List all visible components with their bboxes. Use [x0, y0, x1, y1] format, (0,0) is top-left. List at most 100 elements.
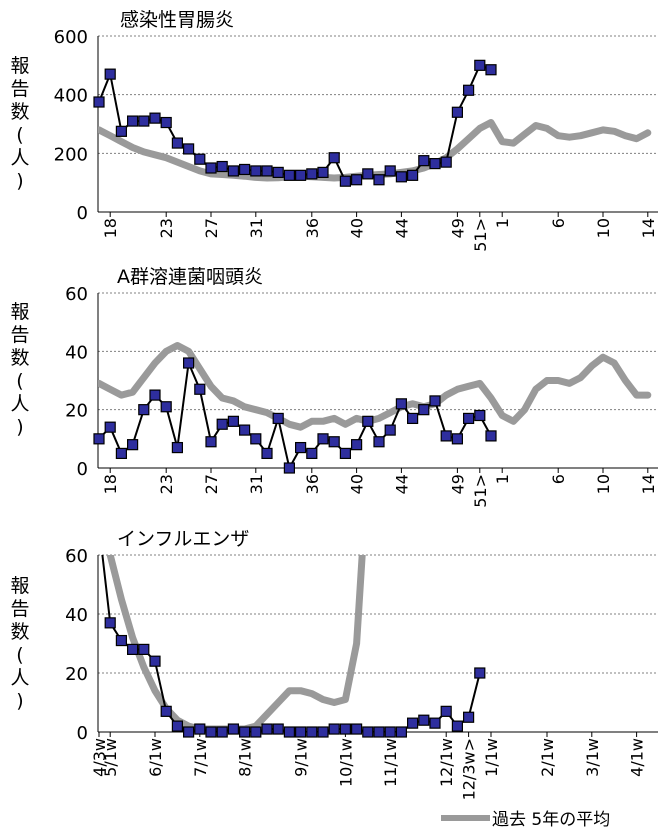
data-point: [115, 447, 128, 460]
y-tick-label: 0: [77, 459, 88, 480]
data-point: [407, 717, 419, 729]
data-point: [418, 155, 430, 167]
y-tick-label: 200: [54, 144, 88, 165]
x-tick-label: 27: [202, 218, 221, 238]
y-tick-label: 600: [54, 27, 88, 48]
data-point: [485, 64, 497, 76]
x-tick-label: 44: [392, 474, 411, 494]
x-tick-label: 31: [247, 474, 266, 494]
x-tick-label: 10: [594, 218, 613, 238]
data-point: [463, 412, 475, 425]
x-tick-label: 23: [157, 218, 176, 238]
data-point: [93, 433, 105, 445]
data-point: [227, 723, 239, 735]
x-tick-label: 14: [639, 474, 658, 494]
data-point: [115, 634, 128, 647]
data-point: [126, 115, 139, 127]
data-point: [373, 174, 385, 186]
data-point: [115, 125, 128, 137]
data-point: [328, 152, 340, 164]
data-point: [384, 165, 396, 177]
x-tick-label: 1: [493, 474, 512, 484]
x-tick-label: 27: [202, 474, 221, 494]
legend-avg-label: 過去 5年の平均: [492, 810, 610, 830]
x-tick-label: 40: [348, 474, 367, 494]
data-point: [160, 401, 172, 413]
data-point: [183, 726, 195, 738]
x-tick-label: 51>: [471, 474, 490, 508]
x-tick-label: 6: [549, 218, 568, 228]
data-point: [149, 389, 161, 401]
data-point: [149, 655, 161, 667]
data-point: [362, 726, 374, 738]
legend: 過去 5年の平均: [441, 810, 610, 830]
data-point: [171, 441, 183, 454]
data-point: [440, 430, 452, 442]
x-tick-label: 7/1w: [191, 738, 210, 777]
data-point: [463, 711, 475, 723]
y-axis-label: 報告数(人): [10, 575, 29, 712]
data-point: [104, 617, 116, 629]
x-tick-label: 9/1w: [292, 738, 311, 777]
y-tick-label: 20: [65, 401, 88, 422]
data-point: [407, 412, 419, 425]
chart-title: インフルエンザ: [117, 528, 249, 550]
y-tick-label: 0: [77, 203, 88, 224]
x-tick-label: 36: [303, 474, 322, 494]
data-point: [160, 116, 172, 129]
data-point: [451, 106, 463, 118]
data-point: [418, 714, 430, 726]
data-point: [373, 436, 385, 448]
series-observed-line: [98, 359, 492, 468]
x-tick-label: 1: [493, 218, 512, 228]
data-point: [384, 424, 396, 436]
data-point: [138, 643, 150, 656]
data-point: [194, 153, 206, 165]
data-point: [317, 726, 329, 738]
x-tick-label: 51>: [471, 218, 490, 252]
x-tick-label: 8/1w: [236, 738, 255, 777]
data-point: [485, 430, 497, 442]
series-average-line: [98, 119, 652, 182]
x-tick-label: 6/1w: [146, 738, 165, 777]
data-point: [395, 726, 407, 738]
x-tick-label: 18: [101, 474, 120, 494]
x-tick-label: 10/1w: [336, 738, 355, 787]
data-point: [171, 137, 183, 149]
chart-title: A群溶連菌咽頭炎: [117, 266, 263, 288]
x-tick-label: 11/1w: [381, 738, 400, 787]
data-point: [295, 441, 307, 454]
data-point: [306, 726, 318, 738]
x-tick-label: 1/1w: [482, 738, 501, 777]
x-tick-label: 36: [303, 218, 322, 238]
x-tick-label: 14: [639, 218, 658, 238]
data-point: [104, 421, 116, 433]
x-tick-label: 4/3w: [90, 738, 109, 777]
data-point: [126, 439, 139, 451]
data-point: [205, 726, 217, 738]
data-point: [339, 175, 351, 187]
data-point: [328, 436, 340, 448]
data-point: [339, 723, 351, 735]
x-tick-label: 49: [448, 218, 467, 238]
x-tick-label: 31: [247, 218, 266, 238]
data-point: [138, 115, 150, 127]
data-point: [463, 84, 475, 96]
data-point: [317, 166, 329, 178]
x-tick-label: 49: [448, 474, 467, 494]
data-point: [261, 723, 273, 735]
data-point: [216, 418, 228, 430]
data-point: [418, 404, 430, 416]
x-tick-label: 4/1w: [628, 738, 647, 777]
data-point: [104, 68, 116, 80]
data-point: [93, 96, 105, 108]
data-point: [451, 433, 463, 445]
data-point: [261, 165, 273, 177]
y-tick-label: 60: [65, 546, 88, 567]
y-axis-label: 報告数(人): [10, 55, 29, 192]
data-point: [205, 436, 217, 448]
